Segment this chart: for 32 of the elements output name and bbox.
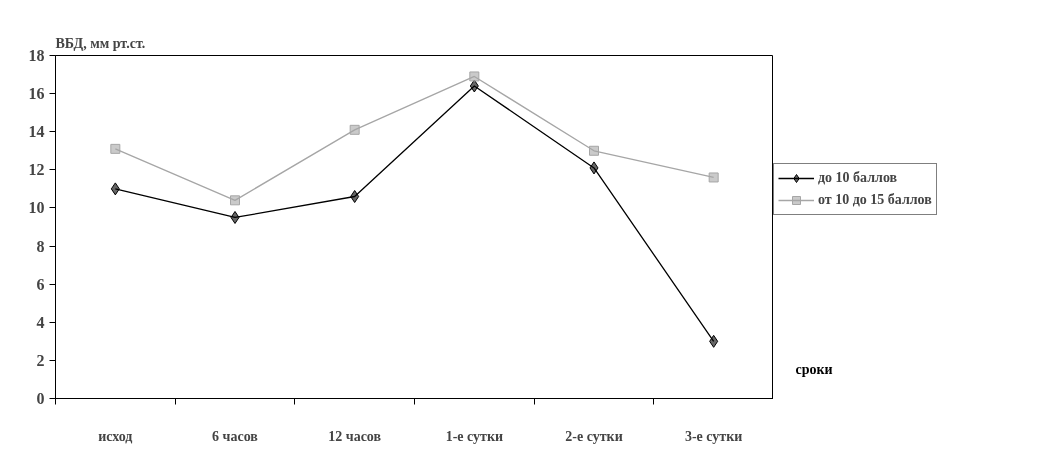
y-tick-label: 12: [28, 161, 45, 179]
y-tick-label: 4: [36, 313, 45, 331]
y-tick-label: 18: [28, 47, 45, 64]
legend-label: от 10 до 15 баллов: [818, 192, 932, 208]
y-axis-title: ВБД, мм рт.ст.: [55, 35, 146, 51]
point: [469, 71, 480, 82]
point: [469, 79, 479, 93]
x-tick-label: 1-е сутки: [445, 428, 504, 444]
y-tick-label: 0: [36, 390, 45, 407]
point: [708, 172, 719, 183]
x-tick-label: 2-е сутки: [565, 428, 623, 444]
y-tick-label: 6: [36, 275, 45, 293]
point: [350, 190, 360, 204]
point: [589, 161, 599, 175]
point: [110, 143, 121, 154]
y-tick-label: 10: [28, 199, 45, 217]
y-tick-label: 2: [36, 351, 45, 369]
legend-label: до 10 баллов: [818, 170, 898, 186]
x-tick-label: 6 часов: [212, 428, 259, 444]
point: [709, 334, 719, 348]
point: [230, 210, 240, 224]
point: [230, 195, 240, 206]
point: [589, 145, 599, 156]
x-axis-title: сроки: [795, 361, 833, 377]
y-tick-label: 8: [36, 237, 45, 255]
point: [349, 124, 360, 135]
x-tick-label: 3-е сутки: [684, 428, 743, 444]
x-tick-label: 12 часов: [328, 428, 382, 444]
x-tick-label: исход: [98, 428, 133, 444]
y-tick-label: 16: [28, 85, 45, 103]
y-tick-label: 14: [28, 123, 45, 141]
point: [110, 182, 120, 196]
